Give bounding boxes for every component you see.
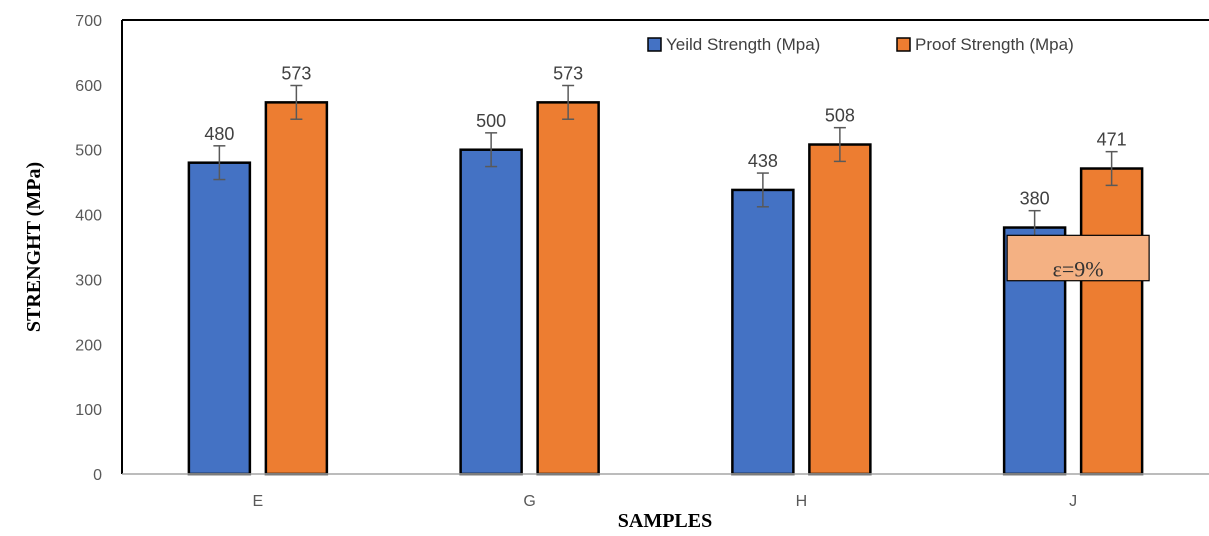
bar-E-1 <box>264 101 329 476</box>
y-tick-label: 300 <box>75 272 102 289</box>
legend: Yeild Strength (Mpa) Proof Strength (Mpa) <box>647 35 1074 54</box>
data-labels-group: 480 573 500 573 438 508 380 471 <box>204 64 1126 209</box>
x-tick-label: J <box>1069 493 1077 510</box>
annotation-box <box>1006 234 1150 282</box>
data-label: 573 <box>281 64 311 84</box>
y-axis-title: STRENGHT (MPa) <box>23 162 45 332</box>
error-bar <box>562 84 575 120</box>
data-label: 471 <box>1097 130 1127 150</box>
annotation-group: ε=9% <box>1006 234 1150 282</box>
data-label: 380 <box>1020 189 1050 209</box>
y-tick-label: 200 <box>75 337 102 354</box>
bar-E-0 <box>187 161 252 476</box>
y-tick-label: 400 <box>75 208 102 225</box>
x-tick-label: E <box>253 493 264 510</box>
bar-H-1 <box>808 143 872 476</box>
error-bar <box>833 126 846 163</box>
y-tick-label: 0 <box>93 467 102 484</box>
data-label: 480 <box>204 124 234 144</box>
error-bar <box>213 145 226 181</box>
y-tick-label: 700 <box>75 13 102 30</box>
legend-label: Proof Strength (Mpa) <box>915 35 1074 54</box>
data-label: 573 <box>553 64 583 84</box>
y-axis-ticks: 0 100 200 300 400 500 600 700 <box>75 13 102 484</box>
x-axis-title: SAMPLES <box>618 510 712 532</box>
error-bar <box>485 132 498 168</box>
x-tick-label: G <box>523 493 535 510</box>
legend-swatch <box>896 37 911 52</box>
y-tick-label: 600 <box>75 78 102 95</box>
data-label: 508 <box>825 106 855 126</box>
bar-J-1 <box>1079 167 1144 476</box>
data-label: 500 <box>476 111 506 131</box>
legend-label: Yeild Strength (Mpa) <box>666 35 820 54</box>
data-label: 438 <box>748 151 778 171</box>
bar-G-1 <box>536 101 600 476</box>
error-bar <box>290 84 303 120</box>
x-tick-label: H <box>796 493 808 510</box>
plot-area <box>121 19 1209 474</box>
y-tick-label: 100 <box>75 402 102 419</box>
error-bar <box>1105 150 1118 187</box>
bar-H-0 <box>731 188 795 476</box>
error-bar <box>756 172 769 208</box>
y-tick-label: 500 <box>75 143 102 160</box>
bar-G-0 <box>459 148 523 476</box>
annotation-text: ε=9% <box>1053 257 1104 282</box>
bars-group <box>187 84 1144 476</box>
legend-swatch <box>647 37 662 52</box>
